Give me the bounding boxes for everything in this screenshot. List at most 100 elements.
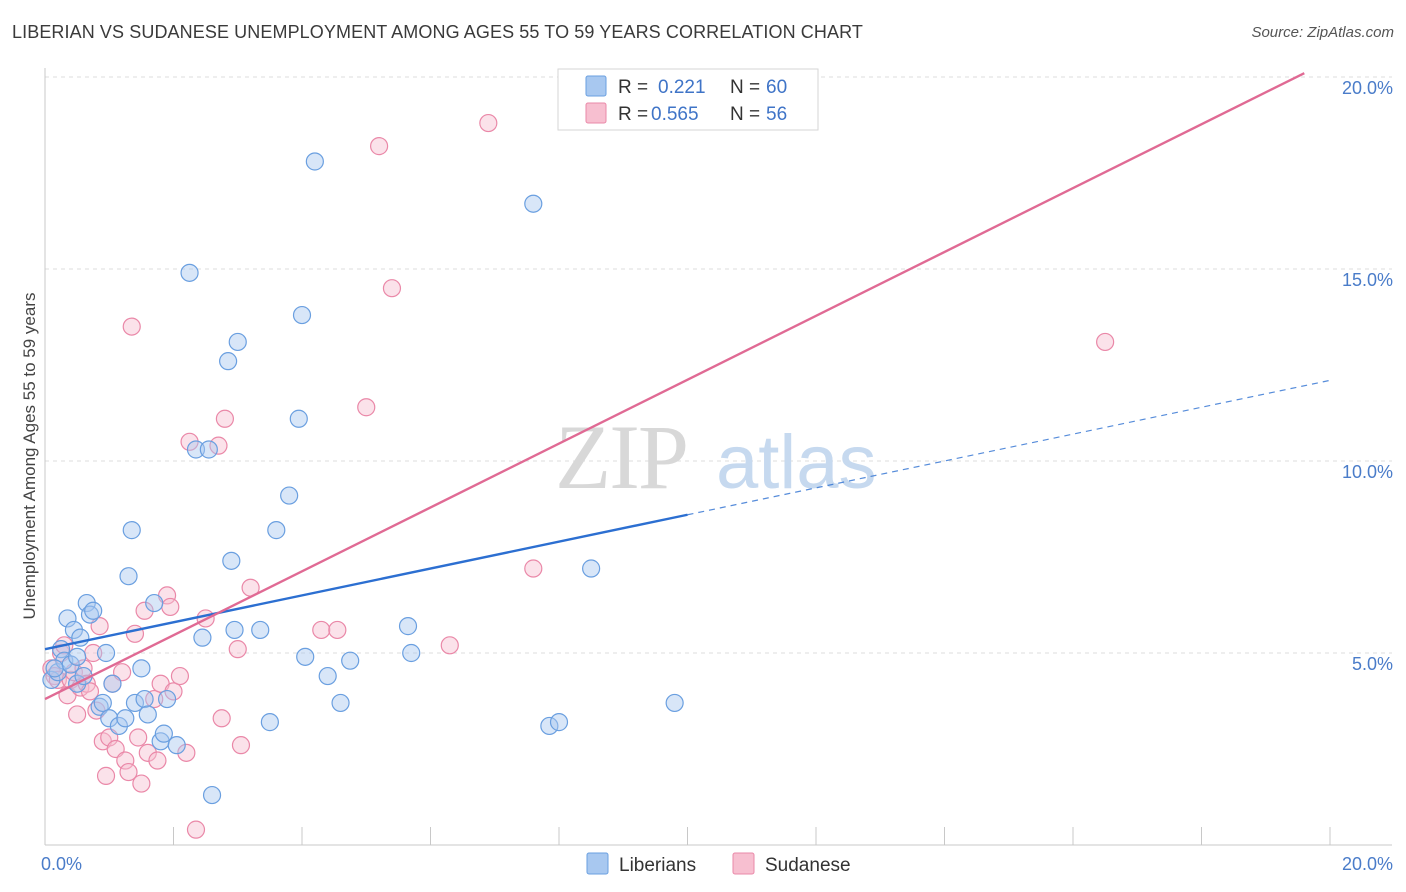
liberian-point bbox=[549, 713, 569, 732]
liberian-point bbox=[119, 567, 138, 586]
sudanese-point bbox=[370, 137, 389, 156]
legend-box: R = 0.221 N = 60 R = 0.565 N = 56 bbox=[557, 68, 819, 131]
axes bbox=[44, 68, 1392, 846]
liberian-point bbox=[58, 609, 77, 628]
sudanese-point bbox=[125, 624, 145, 643]
legend-r-value-2: 0.565 bbox=[651, 104, 699, 125]
liberian-point bbox=[318, 666, 337, 686]
sudanese-point bbox=[135, 601, 154, 620]
sudanese-point bbox=[228, 640, 247, 659]
liberian-point bbox=[122, 521, 141, 540]
liberian-point bbox=[93, 693, 112, 713]
liberian-point bbox=[222, 551, 241, 570]
sudanese-point bbox=[186, 820, 206, 839]
sudanese-point bbox=[328, 620, 347, 640]
sudanese-point bbox=[209, 436, 228, 455]
watermark: ZIP atlas bbox=[555, 406, 877, 508]
trend-lines bbox=[44, 72, 1331, 701]
y-tick-label: 15.0% bbox=[1342, 270, 1393, 290]
liberian-point bbox=[167, 736, 186, 755]
liberian-point bbox=[540, 716, 559, 736]
watermark-zip: ZIP bbox=[555, 406, 687, 508]
liberian-point bbox=[145, 593, 164, 613]
scatter-points bbox=[42, 113, 1115, 839]
liberian-point bbox=[280, 486, 299, 505]
sudanese-point bbox=[129, 728, 148, 747]
legend-r-label-2: R = bbox=[618, 104, 648, 125]
bottom-legend-swatch-sudanese bbox=[732, 852, 755, 875]
liberian-point bbox=[68, 647, 87, 666]
liberian-trend-line bbox=[44, 513, 688, 651]
sudanese-point bbox=[138, 743, 157, 762]
liberian-point bbox=[228, 332, 247, 352]
liberian-point bbox=[260, 713, 279, 732]
liberian-point bbox=[103, 674, 122, 693]
chart-title: LIBERIAN VS SUDANESE UNEMPLOYMENT AMONG … bbox=[12, 22, 863, 42]
sudanese-point bbox=[440, 636, 459, 655]
sudanese-trend-line bbox=[44, 72, 1305, 701]
y-tick-label: 5.0% bbox=[1352, 654, 1393, 674]
x-tick-label-min: 0.0% bbox=[41, 854, 82, 874]
liberian-point bbox=[289, 409, 308, 428]
sudanese-point bbox=[145, 689, 164, 709]
legend-n-label-2: N = bbox=[730, 104, 760, 125]
sudanese-point bbox=[116, 751, 135, 770]
liberian-point bbox=[132, 659, 151, 678]
sudanese-point bbox=[231, 736, 251, 755]
liberian-point bbox=[45, 659, 64, 678]
sudanese-point bbox=[161, 597, 180, 617]
liberian-point bbox=[402, 643, 421, 663]
sudanese-point bbox=[177, 743, 196, 762]
sudanese-point bbox=[132, 774, 151, 793]
source-label: Source: ZipAtlas.com bbox=[1251, 24, 1394, 41]
y-tick-label: 10.0% bbox=[1342, 462, 1393, 482]
legend-r-label-1: R = bbox=[618, 77, 648, 98]
liberian-point bbox=[202, 785, 222, 805]
liberian-point bbox=[186, 440, 206, 459]
liberian-point bbox=[251, 620, 270, 640]
liberian-point bbox=[157, 689, 177, 709]
tick-labels: 5.0% 10.0% 15.0% 20.0% 0.0% 20.0% bbox=[41, 78, 1393, 874]
liberian-point bbox=[582, 559, 601, 578]
legend-n-label-1: N = bbox=[730, 77, 760, 98]
sudanese-point bbox=[122, 317, 141, 336]
sudanese-point bbox=[312, 620, 331, 640]
liberian-point bbox=[154, 724, 173, 743]
sudanese-point bbox=[119, 762, 138, 782]
liberian-point bbox=[398, 617, 418, 636]
liberian-point bbox=[135, 689, 154, 709]
liberian-point bbox=[96, 643, 116, 663]
bottom-legend: Liberians Sudanese bbox=[586, 852, 851, 876]
legend-swatch-sudanese bbox=[585, 102, 607, 124]
legend-r-value-1: 0.221 bbox=[658, 77, 706, 98]
sudanese-point bbox=[48, 670, 67, 689]
liberian-point bbox=[267, 521, 286, 540]
liberian-point bbox=[296, 647, 315, 666]
sudanese-point bbox=[382, 279, 402, 298]
sudanese-point bbox=[170, 666, 190, 686]
liberian-point bbox=[100, 709, 119, 728]
bottom-legend-swatch-liberians bbox=[586, 852, 609, 875]
liberian-point bbox=[341, 651, 360, 670]
liberian-point bbox=[199, 440, 218, 459]
sudanese-point bbox=[68, 705, 87, 724]
sudanese-point bbox=[479, 113, 498, 133]
liberian-point bbox=[219, 352, 238, 371]
liberian-point bbox=[292, 305, 312, 325]
liberian-point bbox=[180, 263, 199, 282]
legend-n-value-1: 60 bbox=[766, 77, 787, 98]
liberian-point bbox=[84, 601, 103, 620]
liberian-point bbox=[125, 693, 145, 713]
x-tick-label-max: 20.0% bbox=[1342, 854, 1393, 874]
sudanese-point bbox=[212, 709, 231, 728]
liberian-point bbox=[225, 620, 244, 640]
sudanese-point bbox=[524, 559, 543, 578]
liberian-point bbox=[305, 152, 324, 171]
sudanese-point bbox=[1096, 332, 1115, 352]
liberian-point bbox=[193, 628, 212, 647]
legend-swatch-liberians bbox=[585, 75, 607, 97]
bottom-legend-liberians: Liberians bbox=[619, 855, 696, 876]
liberian-point bbox=[116, 709, 135, 728]
sudanese-point bbox=[357, 398, 376, 417]
